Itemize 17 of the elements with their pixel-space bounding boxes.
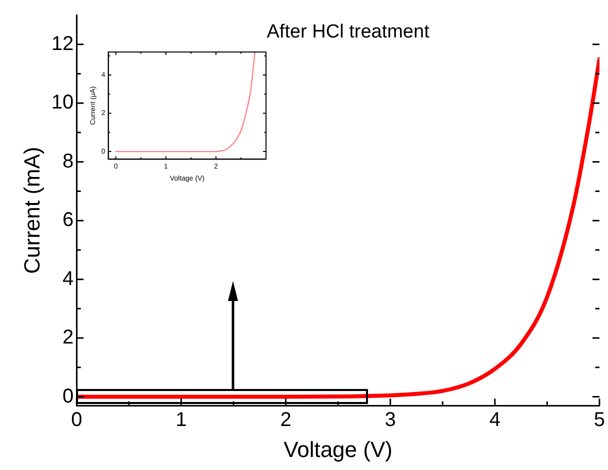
y-tick-label: 8 (62, 150, 74, 172)
x-tick-label: 3 (384, 409, 396, 432)
x-axis-title: Voltage (V) (284, 436, 392, 462)
y-tick-label: 10 (51, 92, 74, 114)
y-axis-title: Current (mA) (19, 146, 44, 274)
x-tick-label: 4 (489, 409, 500, 432)
line-series (76, 57, 600, 399)
x-tick-label: 5 (594, 409, 605, 432)
y-tick-label: 0 (62, 385, 74, 408)
y-tick-label: 12 (51, 32, 74, 55)
line-series (115, 52, 256, 152)
y-tick-label: 2 (62, 326, 74, 349)
x-tick-label: 1 (176, 409, 187, 432)
y-tick-label: 6 (62, 209, 74, 232)
y-tick-label: 4 (62, 268, 74, 290)
x-tick-label: 2 (280, 409, 292, 432)
chart-title: After HCl treatment (266, 22, 430, 43)
